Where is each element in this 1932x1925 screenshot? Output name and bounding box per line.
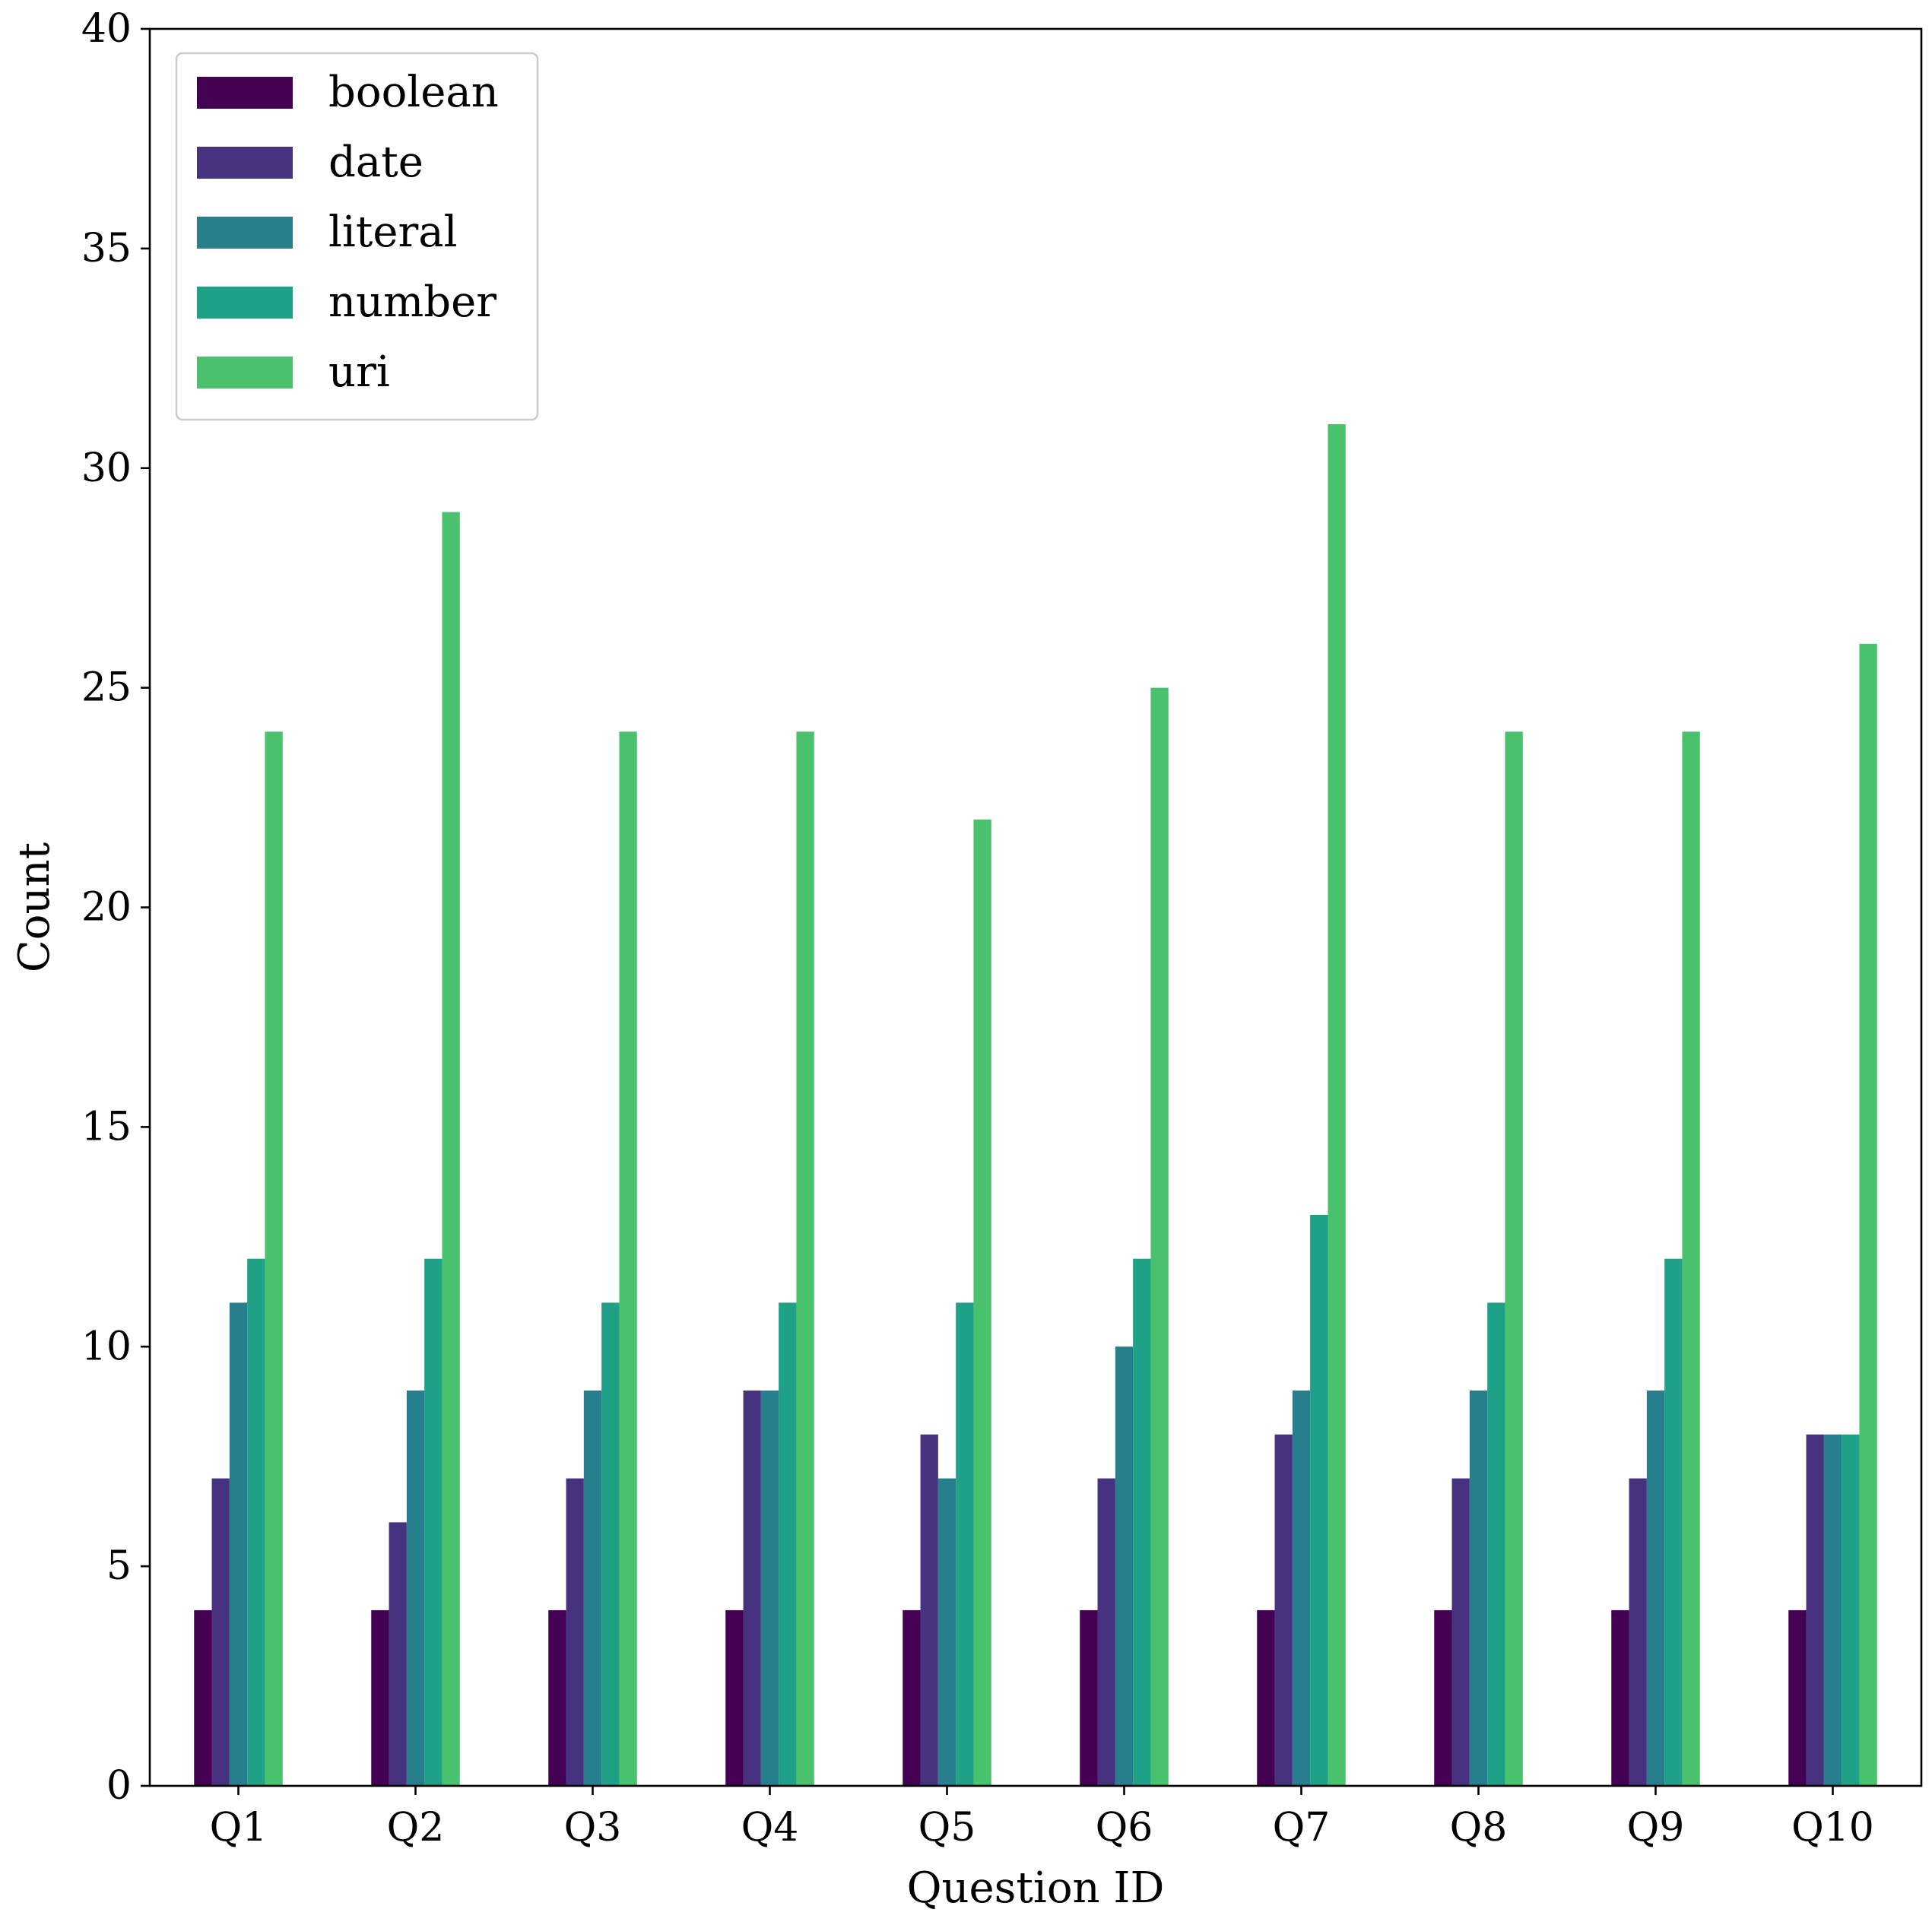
bar-number-q7: [1310, 1214, 1328, 1786]
bar-boolean-q1: [194, 1609, 212, 1786]
y-tick-label: 5: [106, 1543, 132, 1589]
legend-swatch: [197, 77, 293, 109]
bar-number-q5: [956, 1302, 974, 1786]
bar-uri-q10: [1859, 643, 1877, 1786]
axes-layer: 0 5 10 15 20 25 30 35 40 Q1 Q2 Q3 Q4 Q5 Q6 Q7 Q8 Q9 Q10: [81, 6, 1923, 1850]
y-tick-label: 25: [81, 665, 132, 711]
bar-date-q9: [1629, 1478, 1647, 1786]
bar-literal-q6: [1115, 1346, 1134, 1786]
bar-number-q3: [601, 1302, 620, 1786]
bar-date-q4: [743, 1391, 761, 1786]
bar-literal-q9: [1646, 1391, 1665, 1786]
y-tick-label: 30: [81, 446, 132, 491]
bar-boolean-q4: [725, 1609, 744, 1786]
legend-label: uri: [328, 347, 390, 397]
bar-date-q2: [389, 1522, 407, 1786]
bar-literal-q2: [406, 1391, 425, 1786]
bars-layer: [194, 423, 1877, 1787]
bar-date-q6: [1097, 1478, 1115, 1786]
x-tick-label: Q6: [1096, 1805, 1153, 1850]
legend-label: date: [328, 138, 424, 187]
y-tick-label: 0: [106, 1763, 132, 1809]
bar-literal-q10: [1823, 1434, 1842, 1786]
bar-date-q10: [1806, 1434, 1824, 1786]
bar-boolean-q8: [1434, 1609, 1452, 1786]
y-axis-label: Count: [10, 842, 59, 972]
legend-item-boolean: boolean: [197, 68, 499, 117]
bar-number-q2: [424, 1258, 443, 1786]
bar-number-q8: [1487, 1302, 1505, 1786]
y-tick-label: 20: [81, 885, 132, 931]
legend-swatch: [197, 357, 293, 388]
legend-item-number: number: [197, 277, 496, 327]
bar-number-q1: [247, 1258, 265, 1786]
bar-number-q4: [779, 1302, 797, 1786]
bar-date-q7: [1274, 1434, 1293, 1786]
bar-uri-q7: [1328, 423, 1346, 1786]
x-tick-label: Q1: [210, 1805, 268, 1850]
bar-uri-q5: [973, 819, 991, 1786]
bar-literal-q5: [937, 1478, 956, 1786]
bar-boolean-q3: [548, 1609, 566, 1786]
bar-uri-q3: [619, 731, 637, 1786]
bar-uri-q4: [796, 731, 814, 1786]
y-tick-label: 40: [81, 6, 132, 52]
bar-literal-q3: [583, 1391, 602, 1786]
bar-uri-q1: [265, 731, 283, 1786]
y-tick-label: 35: [81, 226, 132, 271]
bar-boolean-q10: [1788, 1609, 1807, 1786]
y-tick-label: 15: [81, 1104, 132, 1150]
bar-literal-q1: [229, 1302, 248, 1786]
legend-label: literal: [328, 208, 458, 257]
bar-literal-q4: [760, 1391, 779, 1786]
bar-boolean-q9: [1611, 1609, 1629, 1786]
x-tick-label: Q8: [1450, 1805, 1508, 1850]
x-tick-label: Q4: [741, 1805, 799, 1850]
y-tick-label: 10: [81, 1324, 132, 1369]
legend-item-literal: literal: [197, 208, 458, 257]
bar-date-q1: [211, 1478, 230, 1786]
bar-date-q5: [920, 1434, 938, 1786]
legend-item-uri: uri: [197, 347, 390, 397]
x-tick-label: Q5: [918, 1805, 976, 1850]
x-tick-label: Q9: [1627, 1805, 1685, 1850]
bar-number-q9: [1664, 1258, 1683, 1786]
bar-uri-q8: [1505, 731, 1523, 1786]
bar-date-q8: [1451, 1478, 1470, 1786]
x-tick-label: Q10: [1791, 1805, 1874, 1850]
bar-date-q3: [566, 1478, 584, 1786]
legend-swatch: [197, 287, 293, 319]
x-tick-label: Q2: [387, 1805, 445, 1850]
legend-box: [175, 52, 539, 421]
bar-literal-q8: [1469, 1391, 1488, 1786]
bar-uri-q6: [1150, 687, 1169, 1787]
bar-boolean-q2: [371, 1609, 389, 1786]
x-tick-label: Q7: [1273, 1805, 1331, 1850]
legend-swatch: [197, 147, 293, 179]
bar-uri-q9: [1682, 731, 1700, 1786]
bar-number-q10: [1842, 1434, 1860, 1786]
x-axis-label: Question ID: [907, 1863, 1165, 1913]
legend-item-date: date: [197, 138, 424, 187]
legend-label: boolean: [328, 68, 499, 117]
bar-uri-q2: [442, 512, 460, 1786]
bar-boolean-q5: [903, 1609, 921, 1786]
bar-boolean-q6: [1080, 1609, 1098, 1786]
legend-label: number: [328, 277, 496, 327]
bar-number-q6: [1133, 1258, 1151, 1786]
bar-boolean-q7: [1257, 1609, 1275, 1786]
x-tick-label: Q3: [564, 1805, 622, 1850]
bar-literal-q7: [1292, 1391, 1311, 1786]
legend: boolean date literal number uri: [175, 52, 539, 421]
legend-swatch: [197, 217, 293, 249]
